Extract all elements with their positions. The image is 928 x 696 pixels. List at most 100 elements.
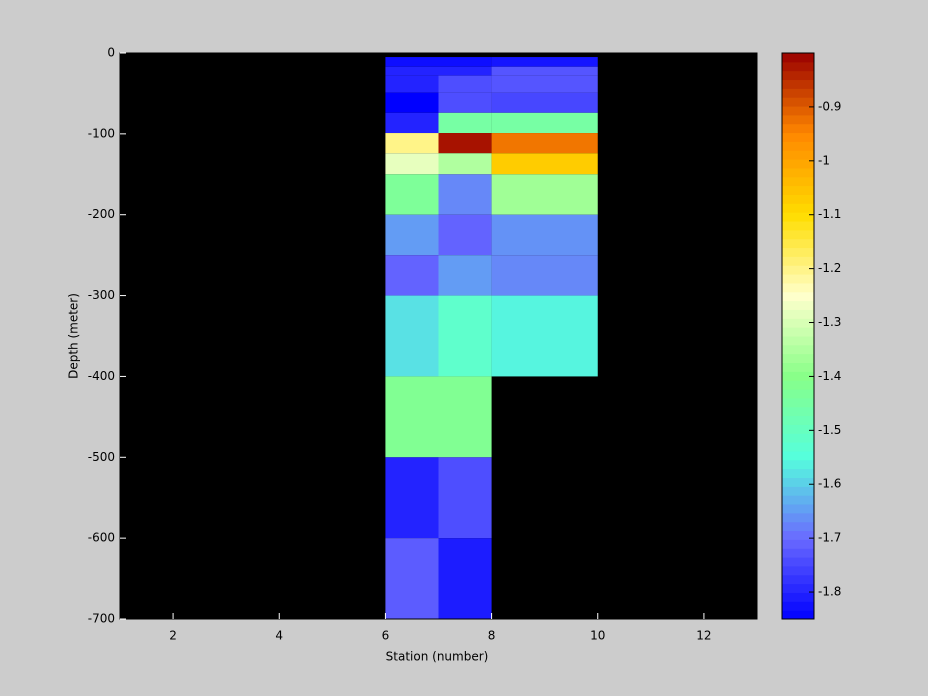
colorbar-band [782, 424, 814, 434]
heatmap-cell [438, 153, 492, 175]
heatmap-cell [438, 376, 492, 458]
colorbar-band [782, 512, 814, 523]
heatmap-cell [491, 66, 598, 76]
colorbar-band [782, 389, 814, 399]
colorbar-tick-label: -1 [818, 153, 830, 167]
colorbar-band [782, 495, 814, 505]
colorbar-band [782, 318, 814, 328]
colorbar-band [782, 574, 814, 585]
heatmap-cell [438, 255, 492, 296]
colorbar-band [782, 557, 814, 567]
colorbar-band [782, 353, 814, 364]
colorbar-band [782, 97, 814, 107]
colorbar-band [782, 504, 814, 514]
colorbar-band [782, 583, 814, 593]
heatmap-cell [491, 295, 598, 377]
colorbar-band [782, 221, 814, 231]
heatmap-cell [491, 153, 598, 175]
x-axis-label: Station (number) [386, 650, 489, 664]
colorbar-band [782, 362, 814, 372]
heatmap-cell [385, 376, 439, 458]
heatmap-cell [438, 174, 492, 215]
heatmap-cell [438, 538, 492, 619]
colorbar-band [782, 592, 814, 602]
heatmap-cell [438, 457, 492, 539]
axes-frame [119, 52, 758, 620]
colorbar-band [782, 300, 814, 310]
x-tick-label: 12 [696, 629, 711, 643]
y-tick-label: -700 [88, 612, 115, 626]
colorbar-tick-label: -1.7 [818, 531, 841, 545]
colorbar-band [782, 459, 814, 470]
heatmap-cell [385, 133, 439, 154]
colorbar-band [782, 141, 814, 151]
colorbar-band [782, 79, 814, 89]
colorbar-band [782, 238, 814, 249]
colorbar-band [782, 521, 814, 532]
y-axis-label: Depth (meter) [67, 293, 81, 379]
colorbar-band [782, 176, 814, 187]
heatmap-cell [385, 457, 439, 539]
y-tick-label: -300 [88, 288, 115, 302]
colorbar-band [782, 406, 814, 417]
heatmap-cell [438, 66, 492, 76]
colorbar-band [782, 185, 814, 195]
heatmap-cell [385, 66, 439, 76]
colorbar-band [782, 371, 814, 381]
colorbar-band [782, 548, 814, 558]
colorbar-tick-label: -1.1 [818, 207, 841, 221]
x-tick-label: 6 [382, 629, 390, 643]
colorbar-band [782, 486, 814, 496]
heatmap-cell [438, 92, 492, 113]
y-tick-label: -400 [88, 369, 115, 383]
colorbar-tick-label: -1.2 [818, 261, 841, 275]
colorbar-band [782, 327, 814, 337]
heatmap-cell [385, 538, 439, 619]
heatmap-cell [438, 75, 492, 93]
colorbar-band [782, 247, 814, 257]
heatmap-cell [491, 255, 598, 296]
heatmap-cell [491, 112, 598, 134]
colorbar-band [782, 150, 814, 160]
colorbar-band [782, 212, 814, 222]
colorbar-tick-label: -1.3 [818, 315, 841, 329]
colorbar-band [782, 530, 814, 540]
colorbar-band [782, 336, 814, 346]
colorbar-band [782, 106, 814, 116]
colorbar-band [782, 114, 814, 125]
heatmap-cell [385, 295, 439, 377]
heatmap-cell [438, 214, 492, 256]
heatmap-cell [385, 153, 439, 175]
heatmap-cell [385, 255, 439, 296]
heatmap-cell [385, 75, 439, 93]
colorbar-band [782, 539, 814, 549]
colorbar-tick-label: -1.8 [818, 585, 841, 599]
colorbar-band [782, 565, 814, 576]
heatmap-cell [385, 112, 439, 134]
colorbar-band [782, 433, 814, 443]
colorbar-band [782, 282, 814, 293]
colorbar-band [782, 468, 814, 478]
heatmap-cell [385, 174, 439, 215]
colorbar-band [782, 256, 814, 266]
colorbar-band [782, 610, 814, 620]
colorbar-band [782, 123, 814, 134]
y-tick-label: -200 [88, 207, 115, 221]
y-tick-label: 0 [107, 46, 115, 60]
heatmap-cell [491, 92, 598, 113]
colorbar-tick-label: -1.4 [818, 369, 841, 383]
x-tick-label: 2 [169, 629, 177, 643]
colorbar-tick-label: -1.6 [818, 477, 841, 491]
colorbar-frame [781, 52, 815, 620]
colorbar-band [782, 159, 814, 169]
heatmap-cell [491, 174, 598, 215]
heatmap-cell [491, 75, 598, 93]
colorbar-band [782, 601, 814, 611]
colorbar-band [782, 194, 814, 204]
y-tick-label: -600 [88, 531, 115, 545]
colorbar-band [782, 344, 814, 355]
heatmap-cell [491, 214, 598, 256]
heatmap-cell [438, 295, 492, 377]
colorbar-band [782, 70, 814, 81]
